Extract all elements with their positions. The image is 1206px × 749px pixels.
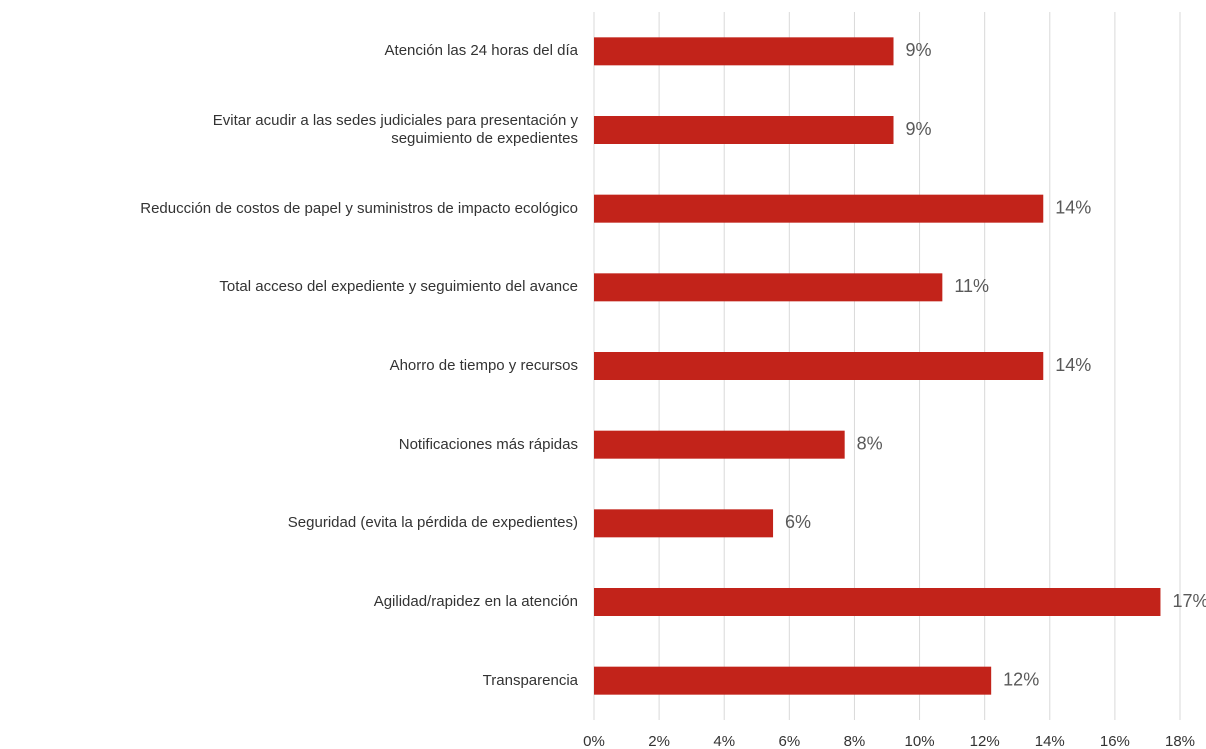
data-label: 14% (1055, 355, 1091, 375)
y-tick-label: Evitar acudir a las sedes judiciales par… (212, 112, 578, 147)
x-tick-label: 10% (905, 733, 935, 749)
x-tick-label: 14% (1035, 733, 1065, 749)
x-tick-label: 2% (648, 733, 670, 749)
x-tick-label: 4% (713, 733, 735, 749)
y-tick-label: Agilidad/rapidez en la atención (373, 593, 578, 610)
y-tick-label: Ahorro de tiempo y recursos (389, 357, 578, 374)
bar (594, 430, 845, 459)
x-tick-label: 16% (1100, 733, 1130, 749)
bar (594, 509, 774, 538)
bar (594, 352, 1044, 380)
y-tick-label: Total acceso del expediente y seguimient… (219, 278, 578, 296)
bar (594, 37, 894, 66)
x-tick-label: 8% (844, 733, 866, 749)
bar (594, 273, 943, 302)
data-label: 9% (906, 40, 932, 60)
x-tick-label: 12% (970, 733, 1000, 749)
x-tick-label: 18% (1165, 733, 1195, 749)
x-tick-label: 0% (583, 733, 605, 749)
data-label: 12% (1003, 669, 1039, 689)
y-tick-label: Transparencia (482, 671, 578, 689)
bar (594, 666, 992, 695)
y-tick-label: Seguridad (evita la pérdida de expedient… (287, 514, 578, 532)
data-label: 14% (1055, 197, 1091, 217)
y-tick-label: Reducción de costos de papel y suministr… (140, 199, 578, 217)
bar (594, 194, 1044, 223)
data-label: 8% (857, 433, 883, 453)
data-label: 11% (954, 276, 989, 296)
bar (594, 588, 1161, 616)
bar (594, 116, 894, 144)
data-label: 6% (785, 512, 811, 532)
y-tick-label: Notificaciones más rápidas (398, 435, 578, 453)
y-tick-label: Atención las 24 horas del día (384, 42, 578, 60)
data-label: 17% (1172, 591, 1206, 611)
data-label: 9% (906, 119, 932, 139)
x-tick-label: 6% (778, 733, 800, 749)
